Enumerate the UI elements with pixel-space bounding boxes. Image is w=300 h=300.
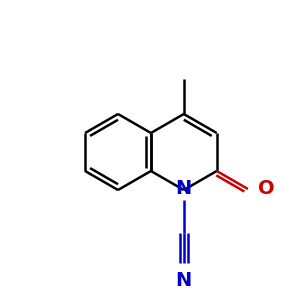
Text: N: N [176,179,192,199]
Text: N: N [176,271,192,290]
Text: O: O [258,179,274,199]
